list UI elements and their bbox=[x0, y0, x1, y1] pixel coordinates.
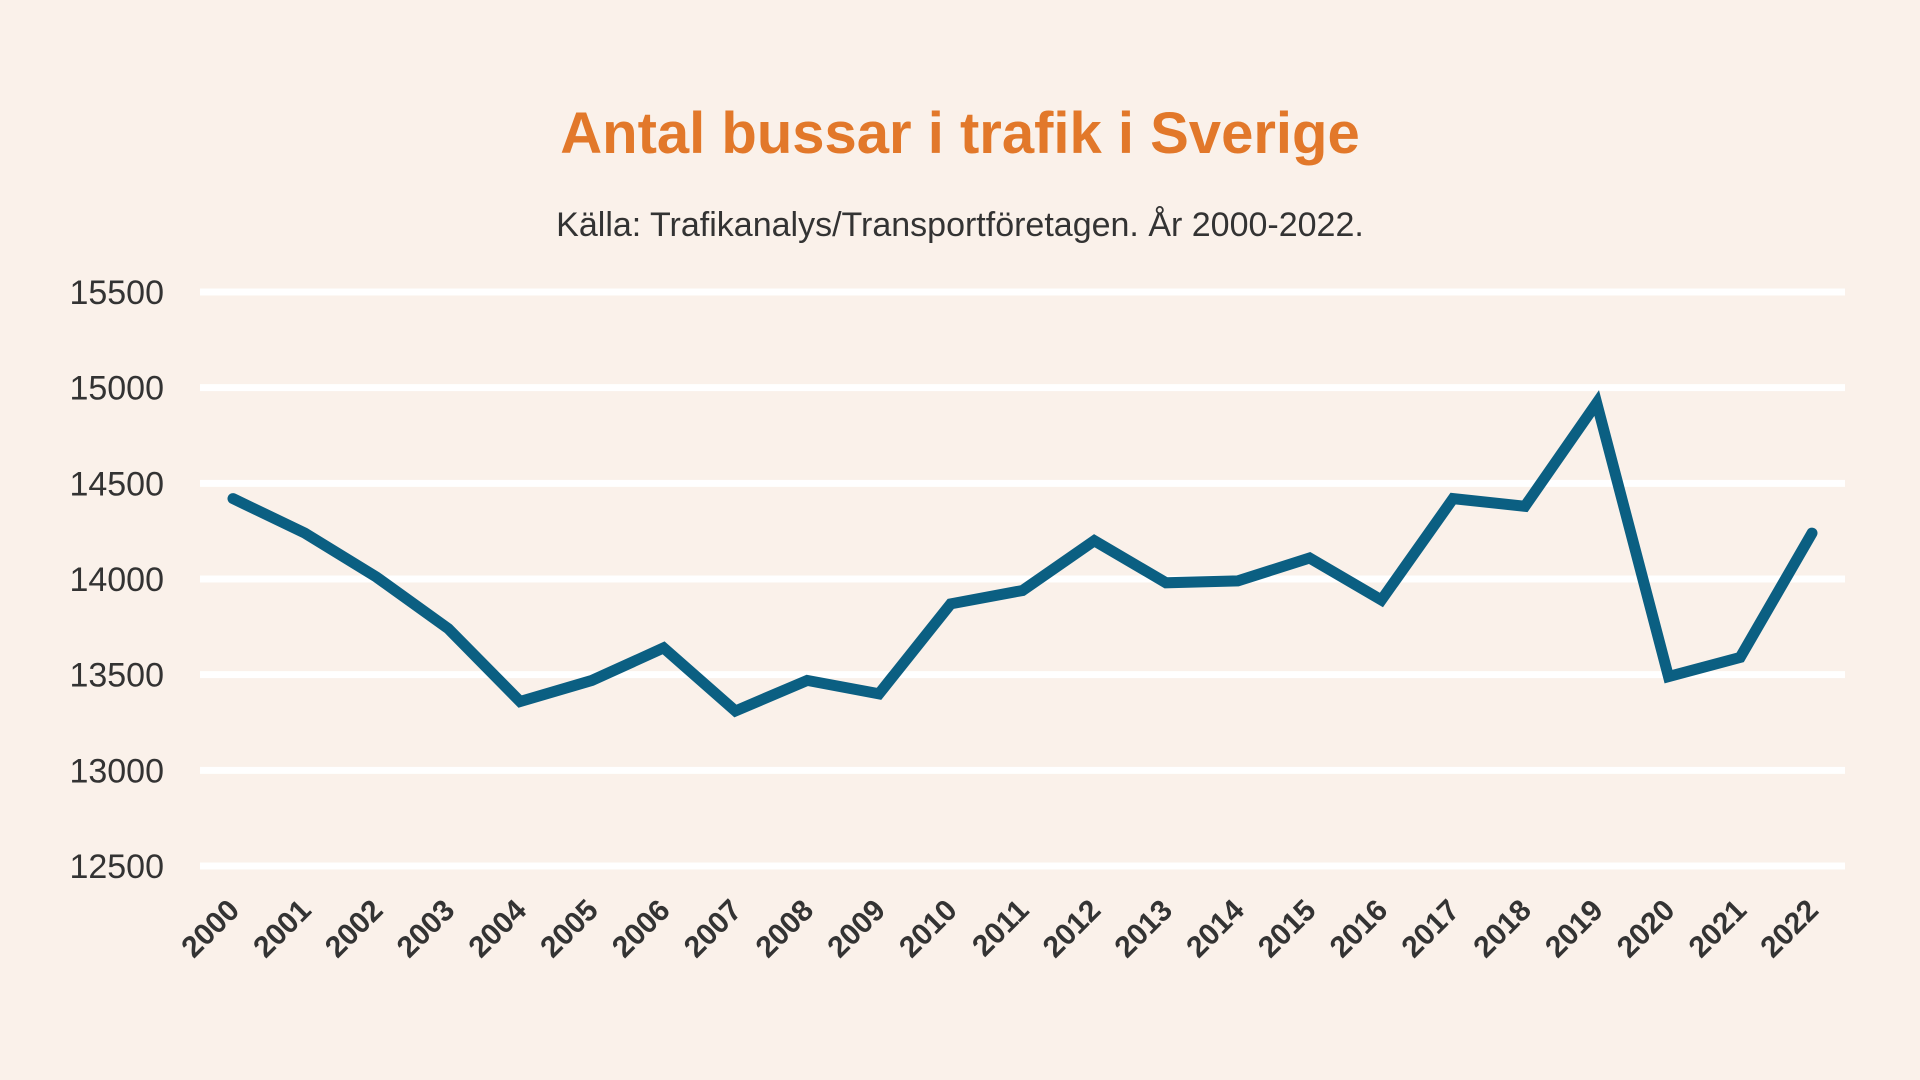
x-tick-label: 2016 bbox=[1324, 894, 1395, 965]
x-tick-label: 2013 bbox=[1108, 894, 1179, 965]
y-tick-label: 14500 bbox=[69, 465, 164, 503]
data-point bbox=[1165, 581, 1168, 584]
data-point bbox=[877, 692, 880, 695]
y-tick-label: 12500 bbox=[69, 848, 164, 886]
x-tick-label: 2020 bbox=[1611, 894, 1682, 965]
y-axis-ticks: 15500 15000 14500 14000 13500 13000 12500 bbox=[69, 274, 164, 886]
data-point bbox=[1667, 675, 1670, 678]
data-point bbox=[1380, 599, 1383, 602]
chart-subtitle: Källa: Trafikanalys/Transportföretagen. … bbox=[556, 206, 1364, 244]
x-tick-label: 2006 bbox=[606, 894, 677, 965]
x-tick-label: 2014 bbox=[1180, 893, 1251, 964]
chart-title: Antal bussar i trafik i Sverige bbox=[560, 101, 1360, 166]
data-point bbox=[1739, 656, 1742, 659]
x-tick-label: 2022 bbox=[1754, 894, 1825, 965]
x-tick-label: 2010 bbox=[893, 894, 964, 965]
x-tick-label: 2003 bbox=[391, 894, 462, 965]
data-point bbox=[519, 700, 522, 703]
data-point bbox=[1021, 589, 1024, 592]
x-tick-label: 2007 bbox=[678, 894, 749, 965]
y-tick-label: 13500 bbox=[69, 657, 164, 695]
x-tick-label: 2000 bbox=[175, 894, 246, 965]
series-line bbox=[227, 390, 1818, 718]
x-tick-label: 2017 bbox=[1396, 894, 1467, 965]
x-tick-label: 2019 bbox=[1539, 894, 1610, 965]
data-point bbox=[447, 627, 450, 630]
y-tick-label: 15500 bbox=[69, 274, 164, 312]
x-tick-label: 2015 bbox=[1252, 894, 1323, 965]
x-axis-ticks: 2000 2001 2002 2003 2004 2005 2006 2007 2008 2009… bbox=[175, 893, 1825, 964]
x-tick-label: 2005 bbox=[534, 894, 605, 965]
data-point bbox=[1452, 497, 1455, 500]
x-tick-label: 2004 bbox=[463, 893, 534, 964]
data-point bbox=[1811, 532, 1813, 535]
data-point bbox=[232, 497, 234, 500]
x-tick-label: 2012 bbox=[1037, 894, 1108, 965]
data-point bbox=[806, 679, 809, 682]
series bbox=[227, 390, 1818, 718]
gridlines bbox=[200, 288, 1845, 870]
data-point bbox=[1595, 401, 1598, 404]
x-tick-label: 2018 bbox=[1467, 894, 1538, 965]
x-tick-label: 2009 bbox=[821, 894, 892, 965]
data-point bbox=[949, 602, 952, 605]
x-tick-label: 2001 bbox=[247, 894, 318, 965]
data-point bbox=[590, 679, 593, 682]
x-tick-label: 2008 bbox=[750, 894, 821, 965]
x-tick-label: 2011 bbox=[966, 894, 1035, 963]
data-point bbox=[1236, 579, 1239, 582]
x-tick-label: 2002 bbox=[319, 894, 390, 965]
x-tick-label: 2021 bbox=[1683, 894, 1754, 965]
data-point bbox=[734, 710, 737, 713]
y-tick-label: 13000 bbox=[69, 752, 164, 790]
data-point bbox=[1093, 539, 1096, 542]
data-point bbox=[303, 532, 306, 535]
data-point bbox=[662, 646, 665, 649]
data-point bbox=[1523, 505, 1526, 508]
y-tick-label: 14000 bbox=[69, 561, 164, 599]
data-point bbox=[375, 576, 378, 579]
y-tick-label: 15000 bbox=[69, 370, 164, 408]
data-point bbox=[1308, 556, 1311, 559]
